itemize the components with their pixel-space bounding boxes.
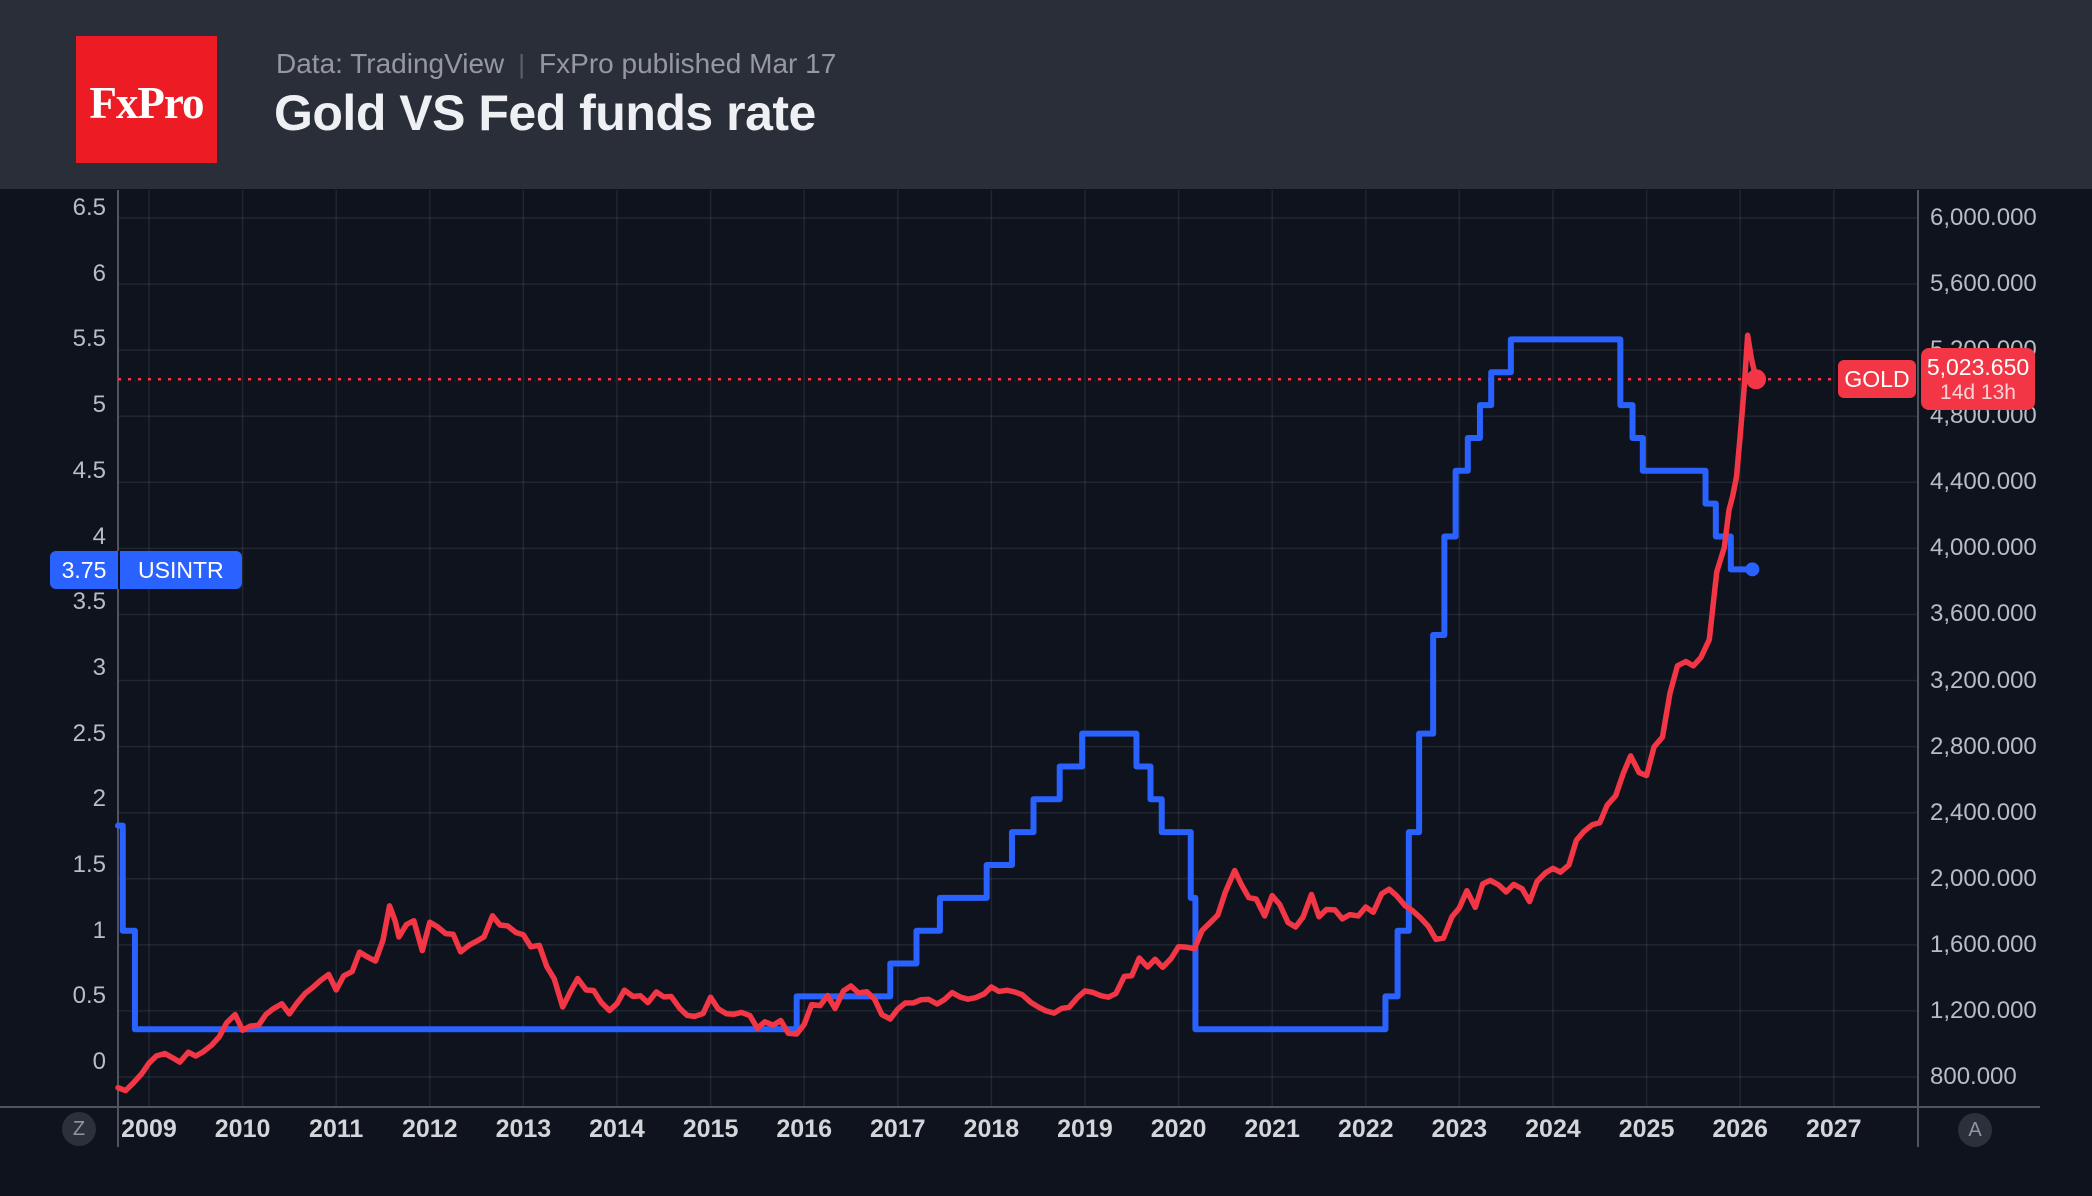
time-axis-year-label: 2015 bbox=[682, 1115, 739, 1143]
time-axis-year-label: 2012 bbox=[401, 1115, 458, 1143]
time-axis-year-label: 2027 bbox=[1805, 1115, 1862, 1143]
usintr-last-value: 3.75 bbox=[50, 551, 120, 589]
left-axis-tick: 1 bbox=[92, 916, 106, 944]
time-axis-year-label: 2019 bbox=[1057, 1115, 1113, 1143]
right-axis-tick: 800.000 bbox=[1930, 1063, 2017, 1090]
left-axis-tick: 5.5 bbox=[72, 325, 106, 353]
right-axis-tick: 2,400.000 bbox=[1930, 798, 2037, 826]
left-axis-tick: 5 bbox=[92, 391, 106, 419]
time-axis-year-label: 2025 bbox=[1618, 1115, 1675, 1143]
usintr-series-line bbox=[115, 336, 1756, 1033]
right-axis-tick: 4,000.000 bbox=[1930, 534, 2037, 562]
left-axis-tick: 2.5 bbox=[72, 719, 106, 747]
data-source-text: Data: TradingView bbox=[276, 48, 505, 79]
auto-scale-button[interactable]: A bbox=[1958, 1113, 1992, 1147]
time-axis-year-label: 2024 bbox=[1525, 1115, 1581, 1143]
right-axis-tick: 2,000.000 bbox=[1930, 864, 2037, 892]
right-axis-tick: 1,200.000 bbox=[1930, 996, 2037, 1024]
usintr-price-label: 3.75 USINTR bbox=[50, 551, 242, 589]
chart-subtitle: Data: TradingView | FxPro published Mar 17 bbox=[276, 48, 836, 80]
time-axis-year-label: 2020 bbox=[1150, 1115, 1207, 1143]
subtitle-separator: | bbox=[518, 49, 526, 79]
time-axis-year-label: 2011 bbox=[309, 1115, 364, 1143]
header: FxPro Data: TradingView | FxPro published … bbox=[0, 0, 2092, 189]
time-axis-year-label: 2014 bbox=[589, 1115, 645, 1143]
time-axis-year-label: 2010 bbox=[214, 1115, 271, 1143]
usintr-symbol-label: USINTR bbox=[120, 551, 242, 589]
fxpro-logo: FxPro bbox=[76, 36, 217, 163]
chart-title: Gold VS Fed funds rate bbox=[274, 85, 816, 141]
time-axis-year-label: 2017 bbox=[869, 1115, 926, 1143]
published-text: FxPro published Mar 17 bbox=[539, 48, 837, 79]
time-axis-year-label: 2016 bbox=[776, 1115, 832, 1143]
auto-scale-button-label: A bbox=[1968, 1118, 1982, 1141]
timezone-button[interactable]: Z bbox=[62, 1112, 96, 1146]
time-axis-year-label: 2022 bbox=[1337, 1115, 1394, 1143]
time-axis-year-label: 2009 bbox=[121, 1115, 177, 1143]
left-axis-tick: 1.5 bbox=[72, 851, 106, 878]
left-axis-tick: 6 bbox=[92, 259, 106, 287]
left-axis-tick: 0.5 bbox=[72, 982, 106, 1010]
fxpro-logo-text: FxPro bbox=[89, 77, 204, 128]
usintr-last-point-marker bbox=[1745, 562, 1760, 577]
right-axis-tick: 6,000.000 bbox=[1930, 204, 2037, 231]
right-axis-tick: 2,800.000 bbox=[1930, 732, 2037, 760]
gold-series-line bbox=[115, 332, 1759, 1094]
right-axis-tick: 5,600.000 bbox=[1930, 270, 2037, 298]
timezone-button-label: Z bbox=[72, 1117, 86, 1140]
right-axis-tick: 1,600.000 bbox=[1930, 930, 2037, 958]
time-axis-year-label: 2021 bbox=[1244, 1115, 1300, 1143]
right-axis-tick: 4,400.000 bbox=[1930, 468, 2037, 496]
left-axis-tick: 4 bbox=[92, 522, 106, 550]
left-axis-tick: 0 bbox=[92, 1048, 106, 1076]
time-axis-year-label: 2013 bbox=[495, 1115, 552, 1143]
left-axis-tick: 2 bbox=[92, 785, 106, 813]
gold-last-price: 5,023.650 bbox=[1926, 354, 2030, 380]
gold-last-point-marker bbox=[1746, 369, 1767, 390]
left-axis-tick: 3.5 bbox=[72, 588, 106, 616]
right-axis-tick: 3,600.000 bbox=[1930, 600, 2037, 628]
time-axis-year-label: 2023 bbox=[1431, 1115, 1488, 1143]
time-axis-year-label: 2026 bbox=[1712, 1115, 1768, 1143]
left-axis-tick: 6.5 bbox=[72, 194, 106, 221]
left-axis-tick: 3 bbox=[92, 653, 106, 681]
time-axis-year-label: 2018 bbox=[963, 1115, 1020, 1143]
gold-price-label: 5,023.650 14d 13h bbox=[1921, 348, 2035, 410]
gold-bar-countdown: 14d 13h bbox=[1940, 381, 2016, 404]
right-axis-tick: 3,200.000 bbox=[1930, 666, 2037, 694]
gold-symbol-label: GOLD bbox=[1838, 360, 1916, 398]
left-axis-tick: 4.5 bbox=[72, 456, 106, 484]
